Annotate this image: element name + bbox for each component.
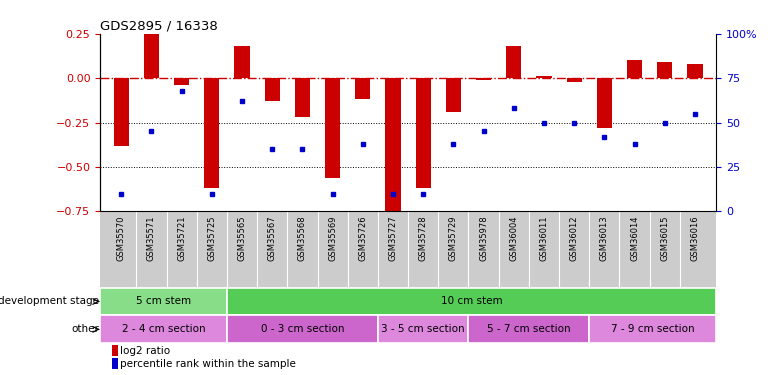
Text: GSM35571: GSM35571: [147, 215, 156, 261]
Bar: [114, 78, 129, 146]
Text: GSM35721: GSM35721: [177, 215, 186, 261]
Text: GSM36011: GSM36011: [540, 215, 548, 261]
Bar: [265, 78, 280, 101]
Text: GSM35728: GSM35728: [419, 215, 427, 261]
Bar: [468, 315, 589, 344]
Text: 10 cm stem: 10 cm stem: [440, 297, 502, 306]
Bar: [144, 34, 159, 78]
Bar: [355, 78, 370, 99]
Text: GSM36013: GSM36013: [600, 215, 609, 261]
Bar: [446, 78, 461, 112]
Text: 5 cm stem: 5 cm stem: [136, 297, 191, 306]
Bar: [537, 76, 551, 78]
Bar: [476, 78, 491, 80]
Text: 0 - 3 cm section: 0 - 3 cm section: [261, 324, 344, 334]
Text: GSM35726: GSM35726: [358, 215, 367, 261]
Text: percentile rank within the sample: percentile rank within the sample: [120, 359, 296, 369]
Text: 5 - 7 cm section: 5 - 7 cm section: [487, 324, 571, 334]
Bar: [204, 78, 219, 188]
Bar: [627, 60, 642, 78]
Text: GSM36015: GSM36015: [660, 215, 669, 261]
Bar: [386, 78, 400, 212]
Text: 2 - 4 cm section: 2 - 4 cm section: [122, 324, 206, 334]
Text: GSM35978: GSM35978: [479, 215, 488, 261]
Text: GSM35727: GSM35727: [389, 215, 397, 261]
Bar: [378, 315, 468, 344]
Bar: [100, 288, 227, 315]
Text: GSM35567: GSM35567: [268, 215, 276, 261]
Bar: [589, 315, 716, 344]
Bar: [325, 78, 340, 178]
Bar: [658, 62, 672, 78]
Bar: [567, 78, 581, 82]
Text: GSM35569: GSM35569: [328, 215, 337, 261]
Text: GSM36004: GSM36004: [509, 215, 518, 261]
Bar: [112, 358, 118, 369]
Bar: [235, 46, 249, 78]
Text: GSM35725: GSM35725: [207, 215, 216, 261]
Bar: [174, 78, 189, 85]
Text: GSM36012: GSM36012: [570, 215, 579, 261]
Text: 7 - 9 cm section: 7 - 9 cm section: [611, 324, 695, 334]
Text: GSM36016: GSM36016: [691, 215, 699, 261]
Text: GSM36014: GSM36014: [630, 215, 639, 261]
Text: development stage: development stage: [0, 297, 99, 306]
Bar: [227, 288, 716, 315]
Bar: [227, 315, 378, 344]
Text: GSM35570: GSM35570: [117, 215, 126, 261]
Text: GSM35729: GSM35729: [449, 215, 458, 261]
Bar: [597, 78, 612, 128]
Bar: [295, 78, 310, 117]
Bar: [112, 345, 118, 356]
Text: other: other: [71, 324, 99, 334]
Text: 3 - 5 cm section: 3 - 5 cm section: [381, 324, 465, 334]
Text: GSM35565: GSM35565: [237, 215, 246, 261]
Text: GSM35568: GSM35568: [298, 215, 307, 261]
Bar: [100, 315, 227, 344]
Text: log2 ratio: log2 ratio: [120, 346, 170, 355]
Bar: [416, 78, 430, 188]
Text: GDS2895 / 16338: GDS2895 / 16338: [100, 20, 218, 33]
Bar: [506, 46, 521, 78]
Bar: [688, 64, 702, 78]
